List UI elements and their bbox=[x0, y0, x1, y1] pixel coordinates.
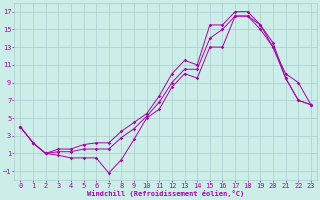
X-axis label: Windchill (Refroidissement éolien,°C): Windchill (Refroidissement éolien,°C) bbox=[87, 190, 244, 197]
